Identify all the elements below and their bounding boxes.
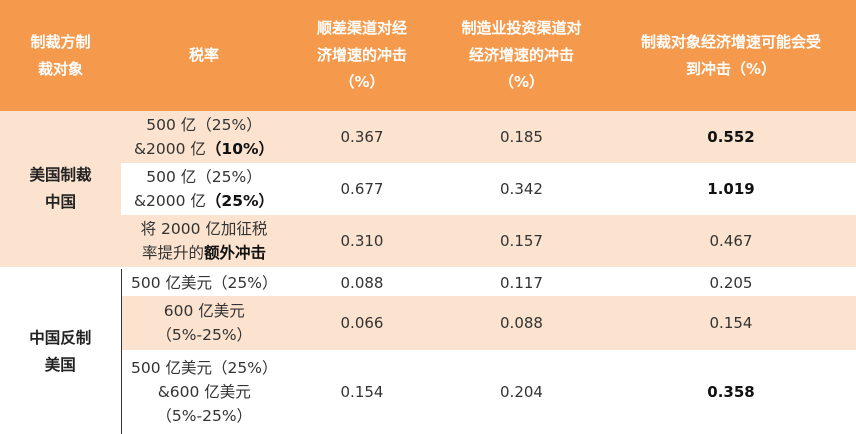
header-tax-rate: 税率 [121,0,287,111]
rate-cell: 500 亿美元（25%） [121,267,287,296]
header-trade-channel: 顺差渠道对经 济增速的冲击 （%） [287,0,437,111]
rate-text: 500 亿（25%） &2000 亿 [133,168,262,210]
table-row: 中国反制 美国 500 亿美元（25%） 0.088 0.117 0.205 [0,267,856,434]
trade-channel-value: 0.088 [287,267,437,296]
manufacturing-channel-value: 0.342 [437,163,606,215]
rate-cell: 600 亿美元 （5%-25%） [121,296,287,350]
header-total-impact: 制裁对象经济增速可能会受 到冲击（%） [606,0,856,111]
table-row: 500 亿美元（25%） &600 亿美元 （5%-25%） 0.154 0.2… [0,350,856,434]
header-manufacturing-channel: 制造业投资渠道对 经济增速的冲击 （%） [437,0,606,111]
rate-bold-text: （25%） [205,192,275,210]
trade-channel-value: 0.066 [287,296,437,350]
manufacturing-channel-value: 0.157 [437,215,606,268]
trade-channel-value: 0.367 [287,111,437,163]
trade-channel-value: 0.154 [287,350,437,434]
header-sanctioner: 制裁方制 裁对象 [0,0,121,111]
manufacturing-channel-value: 0.185 [437,111,606,163]
rate-cell: 500 亿（25%） &2000 亿（10%） [121,111,287,163]
table-row: 美国制裁 中国 500 亿（25%） &2000 亿（10%） 0.367 0.… [0,111,856,268]
rate-cell: 500 亿（25%） &2000 亿（25%） [121,163,287,215]
group-label-us-on-china: 美国制裁 中国 [0,111,121,268]
table-row: 500 亿（25%） &2000 亿（25%） 0.677 0.342 1.01… [0,163,856,215]
rate-text: 500 亿（25%） &2000 亿 [133,116,262,158]
table-row: 将 2000 亿加征税 率提升的额外冲击 0.310 0.157 0.467 [0,215,856,268]
manufacturing-channel-value: 0.204 [437,350,606,434]
manufacturing-channel-value: 0.088 [437,296,606,350]
total-impact-value: 0.154 [606,296,856,350]
rate-cell: 500 亿美元（25%） &600 亿美元 （5%-25%） [121,350,287,434]
total-impact-value: 0.467 [606,215,856,268]
trade-channel-value: 0.677 [287,163,437,215]
rate-bold-text: 额外冲击 [204,244,267,262]
rate-cell: 将 2000 亿加征税 率提升的额外冲击 [121,215,287,268]
table-row: 600 亿美元 （5%-25%） 0.066 0.088 0.154 [0,296,856,350]
rate-text: 将 2000 亿加征税 率提升的 [140,220,268,262]
total-impact-value: 0.552 [606,111,856,163]
total-impact-value: 0.205 [606,267,856,296]
header-row: 制裁方制 裁对象 税率 顺差渠道对经 济增速的冲击 （%） 制造业投资渠道对 经… [0,0,856,111]
manufacturing-channel-value: 0.117 [437,267,606,296]
trade-channel-value: 0.310 [287,215,437,268]
total-impact-value: 0.358 [606,350,856,434]
group-label-china-on-us: 中国反制 美国 [0,267,122,434]
total-impact-value: 1.019 [606,163,856,215]
rate-bold-text: （10%） [205,140,275,158]
